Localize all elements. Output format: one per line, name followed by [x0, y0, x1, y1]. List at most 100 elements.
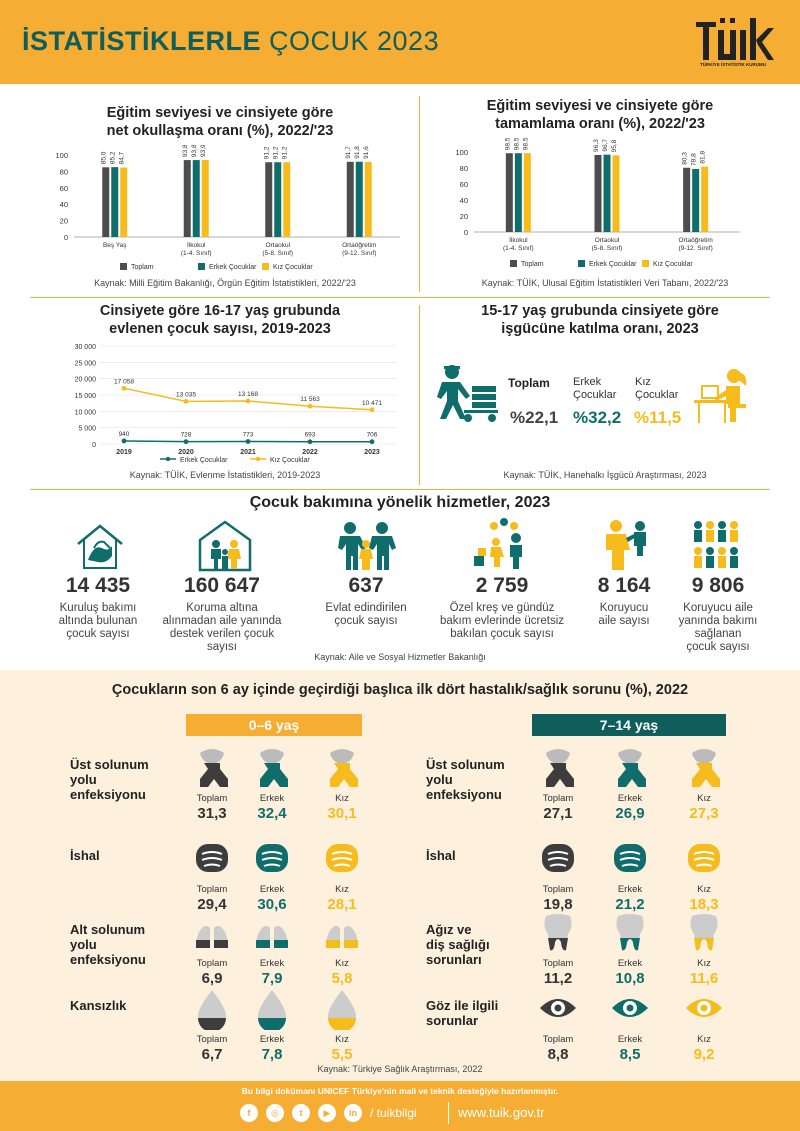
panel3-title-line1: Cinsiyete göre 16-17 yaş grubunda	[99, 303, 341, 319]
data-label: 98,5	[522, 138, 529, 150]
data-label: 78,8	[691, 153, 698, 166]
panel1-title: Eğitim seviyesi ve cinsiyete göre net ok…	[60, 104, 380, 140]
panel3-title: Cinsiyete göre 16-17 yaş grubunda evlene…	[60, 302, 380, 338]
footer-handle[interactable]: / tuikbilgi	[370, 1106, 417, 1120]
rate-value: 27,3	[689, 805, 719, 822]
data-point	[121, 438, 127, 444]
y-tick-label: 15 000	[75, 393, 97, 400]
panel3-title-line2: evlenen çocuk sayısı, 2019-2023	[109, 321, 331, 337]
legend-swatch	[510, 260, 517, 267]
bar	[265, 162, 273, 237]
data-label: 693	[305, 432, 316, 439]
data-point	[121, 385, 127, 391]
care-label-line: altında bulunan	[58, 615, 138, 627]
rate-value: 8,8	[547, 1046, 569, 1063]
bar	[355, 161, 363, 237]
facebook-icon[interactable]: f	[240, 1104, 258, 1122]
y-tick-label: 0	[464, 228, 468, 237]
legend-swatch	[578, 260, 585, 267]
lungs-icon	[256, 916, 288, 948]
care-label: Koruyucu aile sayısı	[584, 602, 664, 628]
care-label-line: Evlat edindirilen	[325, 602, 407, 614]
labor-kiz-label-line1: Kız	[635, 376, 651, 388]
panel4-title-line2: işgücüne katılma oranı, 2023	[501, 321, 699, 337]
twitter-icon[interactable]: t	[292, 1104, 310, 1122]
sex-label: Kız	[697, 884, 711, 895]
bar	[683, 167, 691, 232]
disease-label: Kansızlık	[70, 998, 126, 1013]
data-point	[307, 439, 313, 445]
data-label: 80,3	[682, 152, 689, 165]
foster-family-icon	[606, 520, 646, 570]
legend-swatch	[262, 263, 269, 270]
logo-subtitle: TÜRKİYE İSTATİSTİK KURUMU	[699, 62, 767, 67]
x-tick-label: Beş Yaş	[103, 242, 127, 249]
labor-toplam-label: Toplam	[508, 376, 550, 390]
disease-label: Göz ile ilgili sorunlar	[426, 998, 498, 1028]
sex-label: Toplam	[196, 884, 228, 895]
data-label: 773	[243, 431, 254, 438]
care-label: Özel kreş ve gündüz bakım evlerinde ücret…	[427, 602, 577, 641]
panel1-source: Kaynak: Milli Eğitim Bakanlığı, Örgün Eğ…	[94, 278, 356, 288]
footer-note: Bu bilgi dokümanı UNICEF Türkiye'nin mal…	[241, 1086, 559, 1096]
tooth-icon	[690, 914, 718, 951]
y-tick-label: 30 000	[75, 344, 97, 351]
care-label-line: Koruyucu aile	[683, 602, 753, 614]
bar	[505, 153, 513, 232]
age-bar-0-6: 0–6 yaş	[186, 714, 362, 736]
labor-kiz-label-line2: Çocuklar	[635, 389, 679, 401]
data-label: 706	[367, 432, 378, 439]
care-label-line: bakılan çocuk sayısı	[450, 628, 554, 640]
disease-label-line: enfeksiyonu	[70, 787, 146, 802]
footer-separator	[448, 1102, 449, 1124]
health-section	[0, 670, 800, 1081]
disease-label-line: sorunlar	[426, 1013, 479, 1028]
bar	[346, 161, 354, 237]
rate-value: 27,1	[543, 805, 573, 822]
blood-drop-icon	[198, 990, 226, 1030]
data-label: 940	[119, 431, 130, 438]
rate-value: 18,3	[689, 896, 719, 913]
data-point	[245, 398, 251, 404]
instagram-icon[interactable]: ◎	[266, 1104, 284, 1122]
data-point	[183, 439, 189, 445]
y-tick-label: 25 000	[75, 360, 97, 367]
legend-label: Erkek Çocuklar	[209, 264, 257, 271]
care-label-line: Özel kreş ve gündüz	[449, 602, 555, 614]
labor-erkek-label: Erkek Çocuklar	[573, 376, 616, 402]
labor-kiz-label: Kız Çocuklar	[635, 376, 678, 402]
y-tick-label: 0	[64, 233, 68, 242]
x-tick-label: 2020	[178, 449, 194, 456]
bar	[102, 167, 110, 237]
intestine-icon	[326, 844, 358, 872]
sex-label: Erkek	[259, 958, 285, 969]
rate-value: 10,8	[615, 970, 645, 987]
sex-label: Kız	[335, 958, 349, 969]
sex-label: Toplam	[542, 1034, 574, 1045]
footer-url[interactable]: www.tuik.gov.tr	[458, 1105, 545, 1120]
eye-icon	[686, 999, 722, 1017]
data-label: 85,2	[110, 151, 117, 164]
disease-label-line: Üst solunum	[70, 757, 149, 772]
disease-label-line: sorunları	[426, 952, 482, 967]
care-value: 9 806	[691, 574, 745, 597]
linkedin-icon[interactable]: in	[344, 1104, 362, 1122]
care-source: Kaynak: Aile ve Sosyal Hizmetler Bakanlı…	[314, 652, 486, 662]
disease-label-line: İshal	[426, 848, 456, 863]
worker-icon	[437, 365, 498, 422]
x-tick-label: Ortaokul	[265, 242, 290, 249]
legend-label: Erkek Çocuklar	[589, 261, 637, 268]
bar	[701, 166, 709, 232]
sex-label: Toplam	[542, 884, 574, 895]
hands-house-icon	[77, 524, 123, 569]
page-title: İSTATİSTİKLERLE ÇOCUK 2023	[22, 26, 439, 57]
care-label-line: aile sayısı	[598, 615, 650, 627]
data-label: 95,8	[611, 139, 618, 152]
eye-icon	[540, 999, 576, 1017]
lungs-icon	[326, 916, 358, 948]
youtube-icon[interactable]: ▶	[318, 1104, 336, 1122]
y-tick-label: 100	[455, 148, 468, 157]
legend-label: Toplam	[131, 264, 154, 271]
panel2-title-line1: Eğitim seviyesi ve cinsiyete göre	[486, 98, 714, 114]
respiratory-icon	[618, 749, 646, 787]
